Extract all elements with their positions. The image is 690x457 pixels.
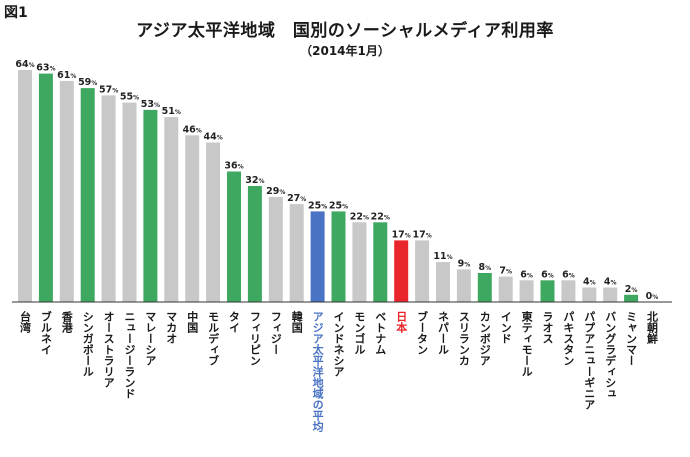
- category-label-14: アジア太平洋地域の平均: [311, 311, 325, 433]
- bar-21: [456, 269, 471, 302]
- bar-18: [394, 240, 409, 302]
- value-label-9: 44%: [203, 132, 222, 143]
- bar-16: [352, 222, 367, 303]
- bar-25: [540, 280, 555, 303]
- category-label-0: 台湾: [19, 310, 32, 334]
- bar-4: [101, 95, 116, 303]
- value-label-2: 61%: [57, 70, 76, 81]
- category-label-18: 日本: [395, 311, 408, 334]
- value-label-5: 55%: [120, 92, 139, 103]
- value-label-3: 59%: [78, 77, 97, 88]
- bar-14: [310, 211, 325, 302]
- bar-28: [603, 287, 618, 302]
- value-label-26: 6%: [562, 269, 575, 280]
- bar-12: [268, 196, 283, 302]
- bar-17: [373, 222, 388, 303]
- category-label-16: モンゴル: [353, 311, 366, 355]
- value-label-22: 8%: [478, 262, 491, 273]
- category-label-9: モルディブ: [207, 311, 220, 366]
- value-label-13: 27%: [287, 193, 306, 204]
- category-label-24: 東ティモール: [520, 310, 533, 377]
- bar-19: [415, 240, 430, 302]
- value-label-30: 0%: [646, 291, 659, 302]
- value-label-19: 17%: [412, 229, 431, 240]
- bar-15: [331, 211, 346, 302]
- category-label-11: フィリピン: [248, 311, 261, 366]
- category-label-20: ネパール: [437, 311, 450, 355]
- value-label-14: 25%: [308, 200, 327, 211]
- category-label-25: ラオス: [541, 311, 554, 344]
- bar-22: [477, 273, 492, 302]
- category-label-1: ブルネイ: [39, 310, 52, 355]
- bar-29: [624, 294, 639, 303]
- value-label-20: 11%: [433, 251, 452, 262]
- value-label-8: 46%: [183, 124, 202, 135]
- value-label-18: 17%: [392, 229, 411, 240]
- category-label-19: ブータン: [416, 310, 429, 355]
- value-label-12: 29%: [266, 186, 285, 197]
- value-label-1: 63%: [36, 63, 55, 74]
- value-label-11: 32%: [245, 175, 264, 186]
- category-label-17: ベトナム: [374, 311, 387, 355]
- value-label-24: 6%: [520, 269, 533, 280]
- category-label-29: ミャンマー: [625, 311, 638, 366]
- value-label-16: 22%: [350, 211, 369, 222]
- bar-20: [436, 262, 450, 302]
- bar-10: [227, 171, 241, 302]
- bar-13: [289, 204, 304, 302]
- category-label-6: マレーシア: [144, 311, 157, 366]
- category-labels-group: 台湾 ブルネイ 香港 シンガポール オーストラリア ニュージーランド マレーシア マカオ 中国モ…: [19, 310, 659, 433]
- bars-group: [18, 70, 639, 303]
- category-label-27: パプアニューギニア: [583, 311, 596, 410]
- category-label-8: 中国: [186, 310, 199, 334]
- bar-2: [59, 80, 74, 303]
- category-label-26: パキスタン: [562, 311, 575, 366]
- value-label-29: 2%: [625, 284, 638, 295]
- bar-27: [582, 287, 597, 302]
- bar-23: [498, 276, 513, 302]
- category-label-10: タイ: [228, 311, 241, 333]
- bar-9: [206, 142, 221, 302]
- chart-title: アジア太平洋地域 国別のソーシャルメディア利用率: [136, 21, 554, 41]
- bar-1: [38, 73, 53, 302]
- bar-6: [143, 109, 158, 303]
- value-label-7: 51%: [162, 106, 181, 117]
- bar-24: [519, 280, 534, 303]
- value-label-21: 9%: [458, 258, 471, 269]
- bar-8: [185, 135, 200, 303]
- value-label-28: 4%: [604, 277, 617, 288]
- value-label-25: 6%: [541, 269, 554, 280]
- bar-11: [247, 186, 262, 302]
- value-label-17: 22%: [371, 211, 390, 222]
- value-label-6: 53%: [141, 99, 160, 110]
- category-label-5: ニュージーランド: [123, 311, 136, 399]
- value-label-0: 64%: [15, 59, 34, 70]
- category-label-12: フィジー: [269, 311, 282, 355]
- chart-subtitle: （2014年1月）: [300, 44, 390, 58]
- value-label-4: 57%: [99, 84, 118, 95]
- value-labels-group: 64% 63%61%59%57%55%53%51%46%44%36%32%29%2…: [15, 59, 658, 302]
- bar-3: [80, 88, 95, 302]
- category-label-15: インドネシア: [332, 311, 345, 377]
- category-label-30: 北朝鮮: [646, 310, 659, 345]
- figure-label: 図1: [4, 5, 28, 21]
- value-label-27: 4%: [583, 277, 596, 288]
- category-label-23: インド: [499, 311, 512, 344]
- bar-7: [164, 117, 179, 302]
- category-label-2: 香港: [60, 310, 74, 334]
- value-label-15: 25%: [329, 200, 348, 211]
- bar-0: [18, 70, 32, 302]
- bar-26: [561, 280, 576, 303]
- category-label-22: カンボジア: [478, 311, 491, 366]
- value-label-23: 7%: [499, 266, 512, 277]
- category-label-13: 韓国: [290, 310, 303, 334]
- bar-5: [122, 102, 137, 302]
- category-label-21: スリランカ: [457, 311, 470, 366]
- category-label-28: バングラディシュ: [604, 311, 617, 399]
- category-label-7: マカオ: [165, 311, 178, 344]
- category-label-3: シンガポール: [81, 311, 94, 377]
- category-label-4: オーストラリア: [102, 311, 115, 388]
- value-label-10: 36%: [224, 161, 243, 172]
